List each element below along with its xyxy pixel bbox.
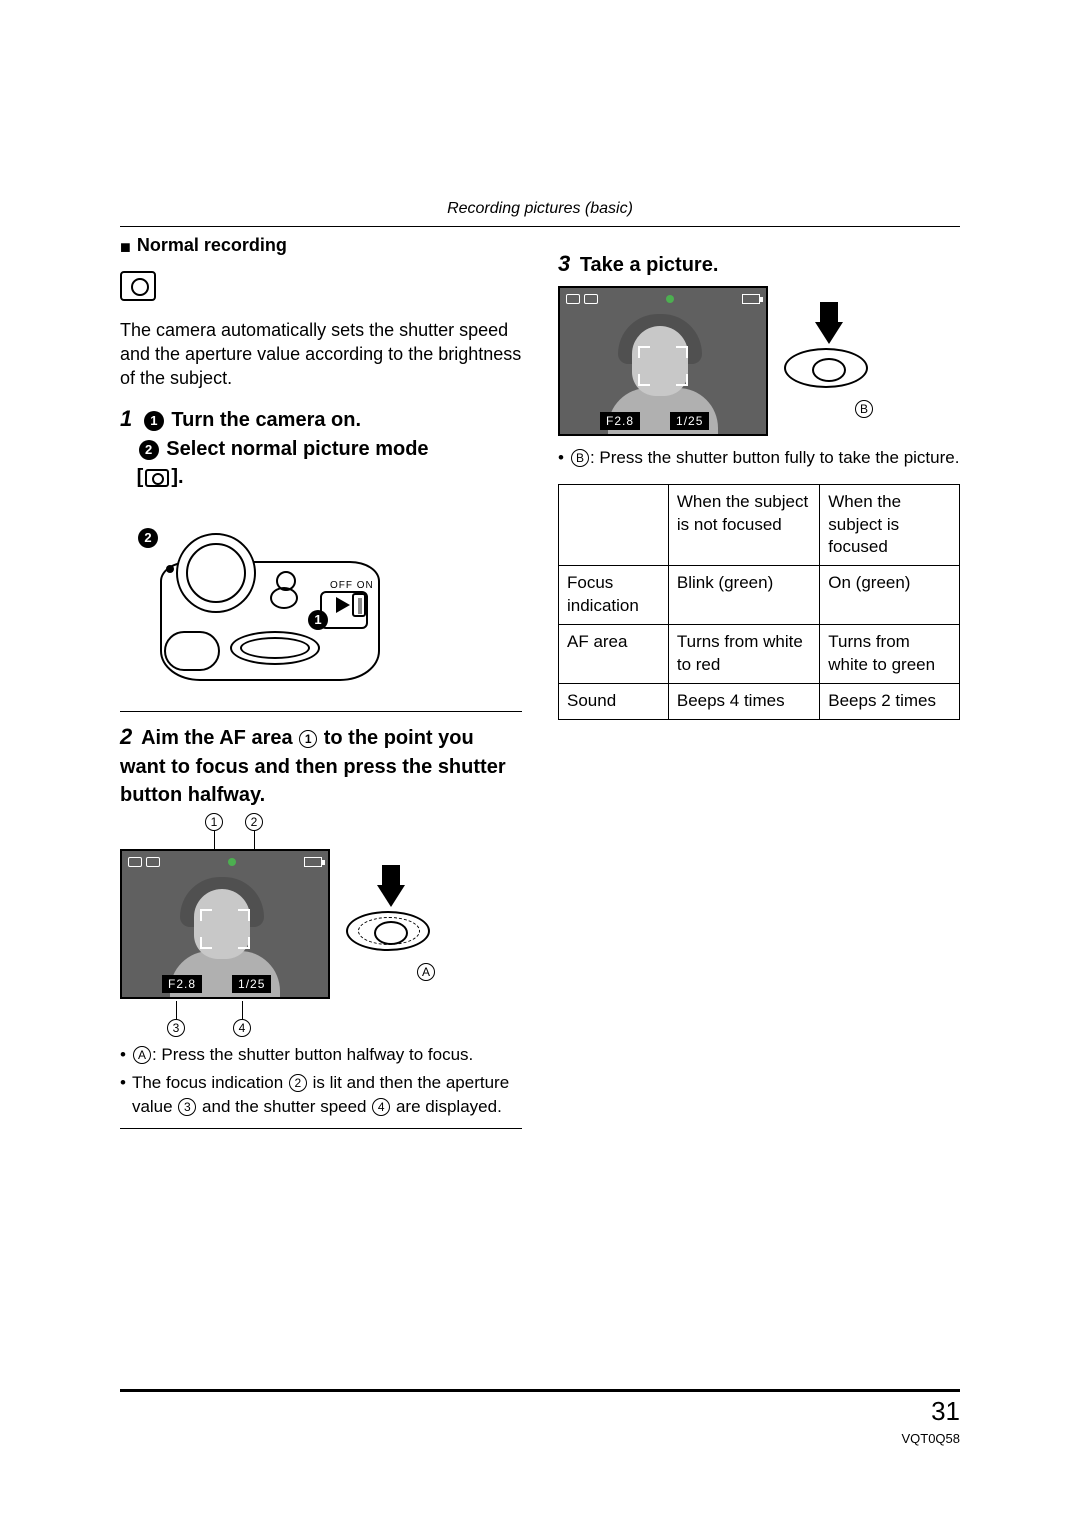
- note-B: • B: Press the shutter button fully to t…: [558, 446, 960, 470]
- step3-title: Take a picture.: [580, 254, 719, 276]
- af-area-icon: [200, 909, 250, 949]
- step2-text-a: Aim the AF area: [141, 727, 298, 749]
- flash-icon: [146, 857, 160, 867]
- inline-B: B: [571, 449, 589, 467]
- left-column: ■ Normal recording The camera automatical…: [120, 233, 522, 1139]
- callout-2: 2: [138, 528, 158, 548]
- table-cell: Blink (green): [668, 566, 819, 625]
- vf-callout-1: 1: [205, 813, 223, 831]
- table-cell: [559, 484, 669, 566]
- table-cell: AF area: [559, 625, 669, 684]
- down-arrow-icon: [815, 322, 843, 344]
- step3-heading: 3 Take a picture.: [558, 249, 960, 280]
- table-row: Sound Beeps 4 times Beeps 2 times: [559, 684, 960, 720]
- shutter-half-press-illustration: A: [346, 865, 436, 983]
- square-bullet-icon: ■: [120, 235, 131, 259]
- step-separator: [120, 711, 522, 712]
- note-focus-indication: • The focus indication 2 is lit and then…: [120, 1071, 522, 1119]
- aperture-value: F2.8: [162, 975, 202, 993]
- table-cell: Focus indication: [559, 566, 669, 625]
- step-number: 1: [120, 406, 132, 431]
- focus-dot-icon: [228, 858, 236, 866]
- note-A: • A: Press the shutter button halfway to…: [120, 1043, 522, 1067]
- label-A: A: [417, 963, 435, 981]
- shutter-speed-value: 1/25: [232, 975, 271, 993]
- note-B-text: Press the shutter button fully to take t…: [599, 448, 959, 467]
- table-cell: Beeps 4 times: [668, 684, 819, 720]
- rec-mode-icon: [128, 857, 142, 867]
- table-row: When the subject is not focused When the…: [559, 484, 960, 566]
- battery-icon: [742, 294, 760, 304]
- shutter-speed-value: 1/25: [670, 412, 709, 430]
- inline-A: A: [133, 1046, 151, 1064]
- document-code: VQT0Q58: [120, 1431, 960, 1446]
- page-number: 31: [120, 1396, 960, 1427]
- table-header: When the subject is focused: [820, 484, 960, 566]
- rec-mode-icon: [566, 294, 580, 304]
- aperture-value: F2.8: [600, 412, 640, 430]
- section-header: Recording pictures (basic): [120, 200, 960, 218]
- black-circle-2: 2: [139, 440, 159, 460]
- table-cell: Sound: [559, 684, 669, 720]
- power-arrow-icon: [336, 595, 350, 619]
- table-cell: Turns from white to green: [820, 625, 960, 684]
- right-column: 3 Take a picture.: [558, 233, 960, 1139]
- down-arrow-icon: [377, 885, 405, 907]
- note-A-text: Press the shutter button halfway to focu…: [161, 1045, 473, 1064]
- step2-heading: 2 Aim the AF area 1 to the point you wan…: [120, 722, 522, 809]
- table-row: AF area Turns from white to red Turns fr…: [559, 625, 960, 684]
- step-separator-2: [120, 1128, 522, 1129]
- vf-callout-2: 2: [245, 813, 263, 831]
- shutter-button-icon: [346, 911, 430, 951]
- step-number: 2: [120, 724, 132, 749]
- viewfinder-step2: 1 2 F2.8: [120, 849, 522, 999]
- intro-paragraph: The camera automatically sets the shutte…: [120, 318, 522, 391]
- viewfinder-step3: F2.8 1/25 B: [558, 286, 960, 436]
- camera-top-illustration: OFF ON 2 1: [120, 501, 400, 701]
- normal-recording-heading: ■ Normal recording: [120, 233, 522, 259]
- inline-2: 2: [289, 1074, 307, 1092]
- black-circle-1: 1: [144, 411, 164, 431]
- viewfinder-screen: F2.8 1/25: [120, 849, 330, 999]
- vf-callout-4: 4: [233, 1019, 251, 1037]
- heading-text: Normal recording: [137, 235, 287, 255]
- inline-3: 3: [178, 1098, 196, 1116]
- footer-rule: [120, 1389, 960, 1392]
- table-cell: Beeps 2 times: [820, 684, 960, 720]
- step1-heading: 1 1 Turn the camera on. 2 Select normal …: [120, 404, 522, 495]
- camera-bracket-icon: [143, 467, 171, 495]
- circle-1: 1: [299, 730, 317, 748]
- viewfinder-screen: F2.8 1/25: [558, 286, 768, 436]
- table-cell: On (green): [820, 566, 960, 625]
- noteB-a: The focus indication: [132, 1073, 288, 1092]
- vf-callout-3: 3: [167, 1019, 185, 1037]
- table-row: Focus indication Blink (green) On (green…: [559, 566, 960, 625]
- shutter-full-press-illustration: B: [784, 302, 874, 420]
- page-footer: 31 VQT0Q58: [120, 1389, 960, 1446]
- step1-line1: Turn the camera on.: [171, 409, 361, 431]
- inline-4: 4: [372, 1098, 390, 1116]
- off-on-label: OFF ON: [330, 579, 374, 593]
- columns: ■ Normal recording The camera automatical…: [120, 233, 960, 1139]
- table-header: When the subject is not focused: [668, 484, 819, 566]
- step1-line2: Select normal picture mode: [166, 438, 428, 460]
- noteB-d: are displayed.: [391, 1097, 502, 1116]
- shutter-button-icon: [784, 348, 868, 388]
- focus-table: When the subject is not focused When the…: [558, 484, 960, 721]
- flash-icon: [584, 294, 598, 304]
- page: Recording pictures (basic) ■ Normal recor…: [0, 0, 1080, 1526]
- camera-mode-icon: [120, 271, 156, 301]
- noteB-c: and the shutter speed: [197, 1097, 371, 1116]
- table-cell: Turns from white to red: [668, 625, 819, 684]
- label-B: B: [855, 400, 873, 418]
- header-rule: [120, 226, 960, 227]
- af-area-icon: [638, 346, 688, 386]
- focus-dot-icon: [666, 295, 674, 303]
- callout-1: 1: [308, 610, 328, 630]
- battery-icon: [304, 857, 322, 867]
- step-number: 3: [558, 251, 570, 276]
